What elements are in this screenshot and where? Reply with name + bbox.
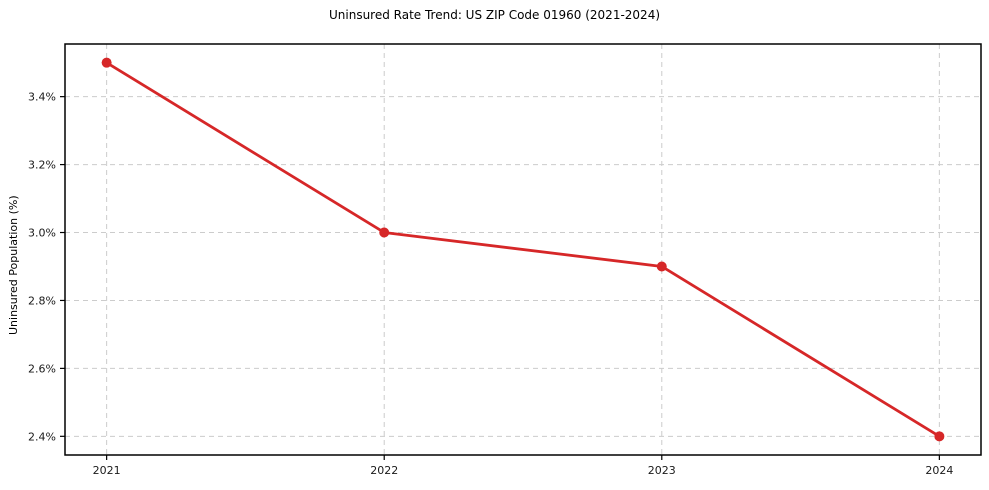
y-tick-label: 3.2%: [28, 159, 56, 172]
data-point-marker: [101, 57, 112, 68]
plot-border: [64, 43, 982, 456]
x-tick-label: 2021: [93, 464, 121, 477]
y-tick-label: 2.8%: [28, 294, 56, 307]
data-point-marker: [656, 261, 667, 272]
x-tick-label: 2024: [925, 464, 953, 477]
y-tick-label: 2.6%: [28, 362, 56, 375]
y-tick-label: 3.0%: [28, 227, 56, 240]
series-line: [105, 61, 941, 438]
chart-title: Uninsured Rate Trend: US ZIP Code 01960 …: [328, 8, 661, 22]
data-point-marker: [379, 227, 390, 238]
y-tick-label: 2.4%: [28, 430, 56, 443]
data-point-marker: [934, 431, 945, 442]
y-tick-label: 3.4%: [28, 91, 56, 104]
x-tick-label: 2023: [648, 464, 676, 477]
x-tick-label: 2022: [370, 464, 398, 477]
